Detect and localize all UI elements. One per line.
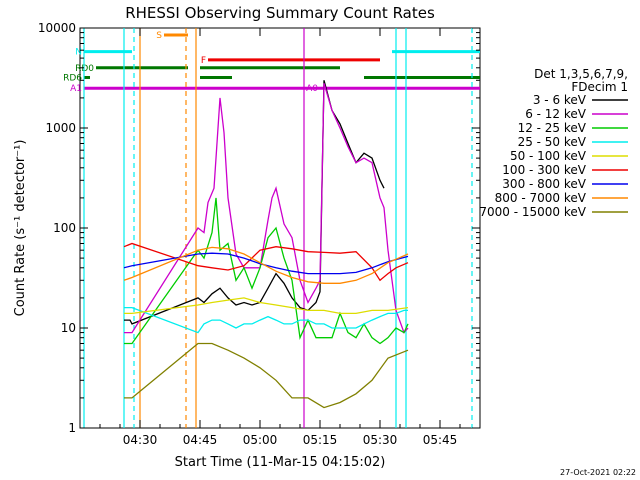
flag-label-0: S xyxy=(156,31,162,41)
chart-title: RHESSI Observing Summary Count Rates xyxy=(125,4,435,22)
legend-label-4: 50 - 100 keV xyxy=(510,149,587,163)
legend-label-1: 6 - 12 keV xyxy=(525,107,587,121)
x-tick-label-1: 04:45 xyxy=(183,433,218,447)
flag-label-1: N xyxy=(75,48,82,58)
y-tick-label-1: 10 xyxy=(61,321,76,335)
legend-header-line-2: FDecim 1 xyxy=(571,80,628,94)
series-line-2 xyxy=(124,197,409,345)
flag-label-4: RD0 xyxy=(75,64,94,74)
series-line-8 xyxy=(124,342,409,409)
legend-label-7: 800 - 7000 keV xyxy=(495,191,587,205)
series-line-5 xyxy=(123,242,409,282)
x-tick-label-2: 05:00 xyxy=(243,433,278,447)
y-tick-label-0: 1 xyxy=(68,421,76,435)
y-tick-label-3: 1000 xyxy=(45,121,76,135)
series-line-7 xyxy=(123,246,409,284)
series-line-6 xyxy=(123,252,409,275)
x-tick-label-3: 05:15 xyxy=(303,433,338,447)
flag-label-3: F xyxy=(201,56,206,66)
y-tick-label-4: 10000 xyxy=(38,21,76,35)
legend-label-0: 3 - 6 keV xyxy=(533,93,587,107)
legend-label-3: 25 - 50 keV xyxy=(518,135,587,149)
x-tick-label-4: 05:30 xyxy=(363,433,398,447)
x-tick-label-0: 04:30 xyxy=(123,433,158,447)
flag-label-6: RD6 xyxy=(63,73,82,83)
x-tick-label-5: 05:45 xyxy=(423,433,458,447)
y-tick-label-2: 100 xyxy=(53,221,76,235)
flag-label-9: A1 xyxy=(70,84,82,94)
legend-label-2: 12 - 25 keV xyxy=(518,121,587,135)
legend-label-5: 100 - 300 keV xyxy=(502,163,586,177)
series-lines xyxy=(123,80,409,409)
y-axis: 1 10 100 1000 10000 xyxy=(38,21,480,435)
series-line-0 xyxy=(124,80,385,325)
legend-label-8: 7000 - 15000 keV xyxy=(479,205,586,219)
y-axis-label: Count Rate (s⁻¹ detector⁻¹) xyxy=(13,140,28,317)
footer-date: 27-Oct-2021 02:22 xyxy=(560,468,636,477)
x-axis: 04:30 04:45 05:00 05:15 05:30 05:45 xyxy=(99,28,461,447)
series-line-4 xyxy=(124,297,409,315)
legend-label-6: 300 - 800 keV xyxy=(502,177,586,191)
legend-header-line-1: Det 1,3,5,6,7,9, xyxy=(534,67,628,81)
x-axis-label: Start Time (11-Mar-15 04:15:02) xyxy=(175,455,386,470)
series-line-1 xyxy=(124,83,409,334)
flag-label-10: A0 xyxy=(306,84,318,94)
flag-annotations: S N F RD0RD6A1 A0 xyxy=(63,31,480,94)
series-line-3 xyxy=(124,306,408,334)
